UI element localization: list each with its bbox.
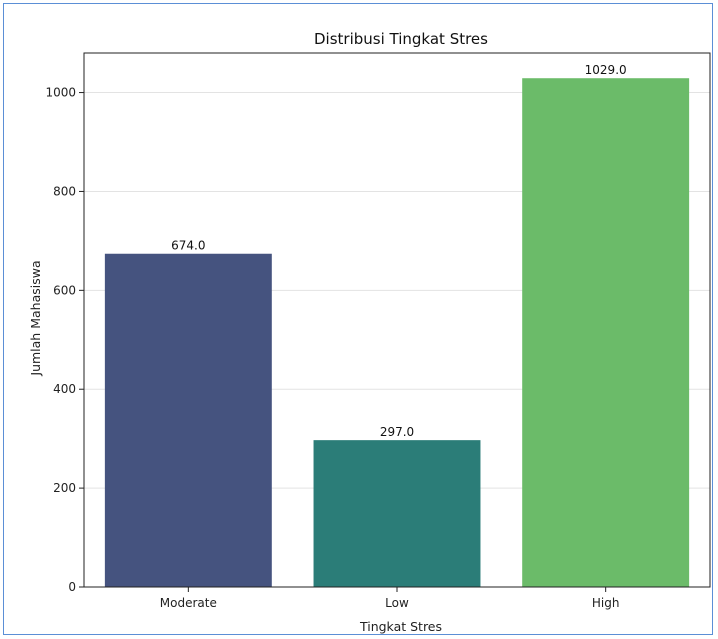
data-labels: 674.0 297.0 1029.0: [171, 63, 627, 439]
bar-high: [522, 78, 690, 587]
y-tick-label: 200: [53, 481, 76, 495]
y-tick-label: 600: [53, 283, 76, 297]
y-tick-label: 1000: [45, 86, 76, 100]
data-label: 1029.0: [585, 63, 627, 77]
bar-moderate: [104, 253, 272, 587]
y-tick-label: 800: [53, 184, 76, 198]
bar-low: [313, 440, 481, 587]
data-label: 297.0: [380, 425, 414, 439]
y-axis-title: Jumlah Mahasiswa: [28, 260, 43, 376]
y-axis-ticks: 0 200 400 600 800 1000: [45, 86, 84, 594]
y-tick-label: 0: [68, 580, 76, 594]
x-tick-label: Low: [385, 596, 409, 610]
data-label: 674.0: [171, 239, 205, 253]
x-axis-ticks: Moderate Low High: [160, 587, 620, 610]
bars: [104, 78, 690, 587]
y-tick-label: 400: [53, 382, 76, 396]
x-tick-label: High: [592, 596, 620, 610]
chart-title: Distribusi Tingkat Stres: [314, 30, 488, 48]
x-axis-title: Tingkat Stres: [359, 619, 442, 634]
x-tick-label: Moderate: [160, 596, 217, 610]
